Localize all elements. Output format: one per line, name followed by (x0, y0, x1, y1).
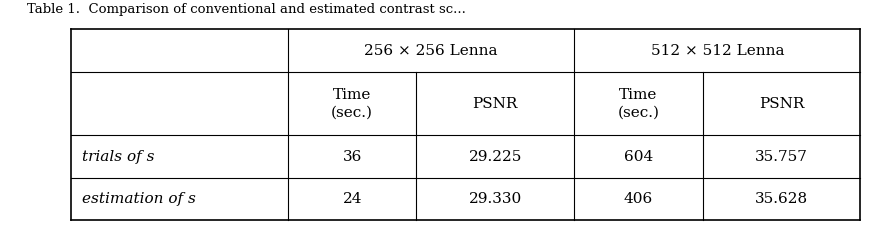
Text: trials of s: trials of s (82, 150, 154, 164)
Text: 24: 24 (342, 192, 361, 206)
Text: 35.628: 35.628 (754, 192, 807, 206)
Text: PSNR: PSNR (758, 97, 804, 111)
Text: 35.757: 35.757 (754, 150, 807, 164)
Text: Table 1.  Comparison of conventional and estimated contrast sc...: Table 1. Comparison of conventional and … (27, 3, 465, 16)
Text: 36: 36 (342, 150, 361, 164)
Text: estimation of s: estimation of s (82, 192, 195, 206)
Text: 406: 406 (623, 192, 652, 206)
Text: 256 × 256 Lenna: 256 × 256 Lenna (364, 44, 497, 58)
Text: 29.225: 29.225 (468, 150, 521, 164)
Text: 29.330: 29.330 (468, 192, 521, 206)
Text: 512 × 512 Lenna: 512 × 512 Lenna (649, 44, 783, 58)
Text: PSNR: PSNR (472, 97, 517, 111)
Text: Time
(sec.): Time (sec.) (617, 88, 658, 119)
Text: 604: 604 (623, 150, 652, 164)
Text: Time
(sec.): Time (sec.) (330, 88, 373, 119)
